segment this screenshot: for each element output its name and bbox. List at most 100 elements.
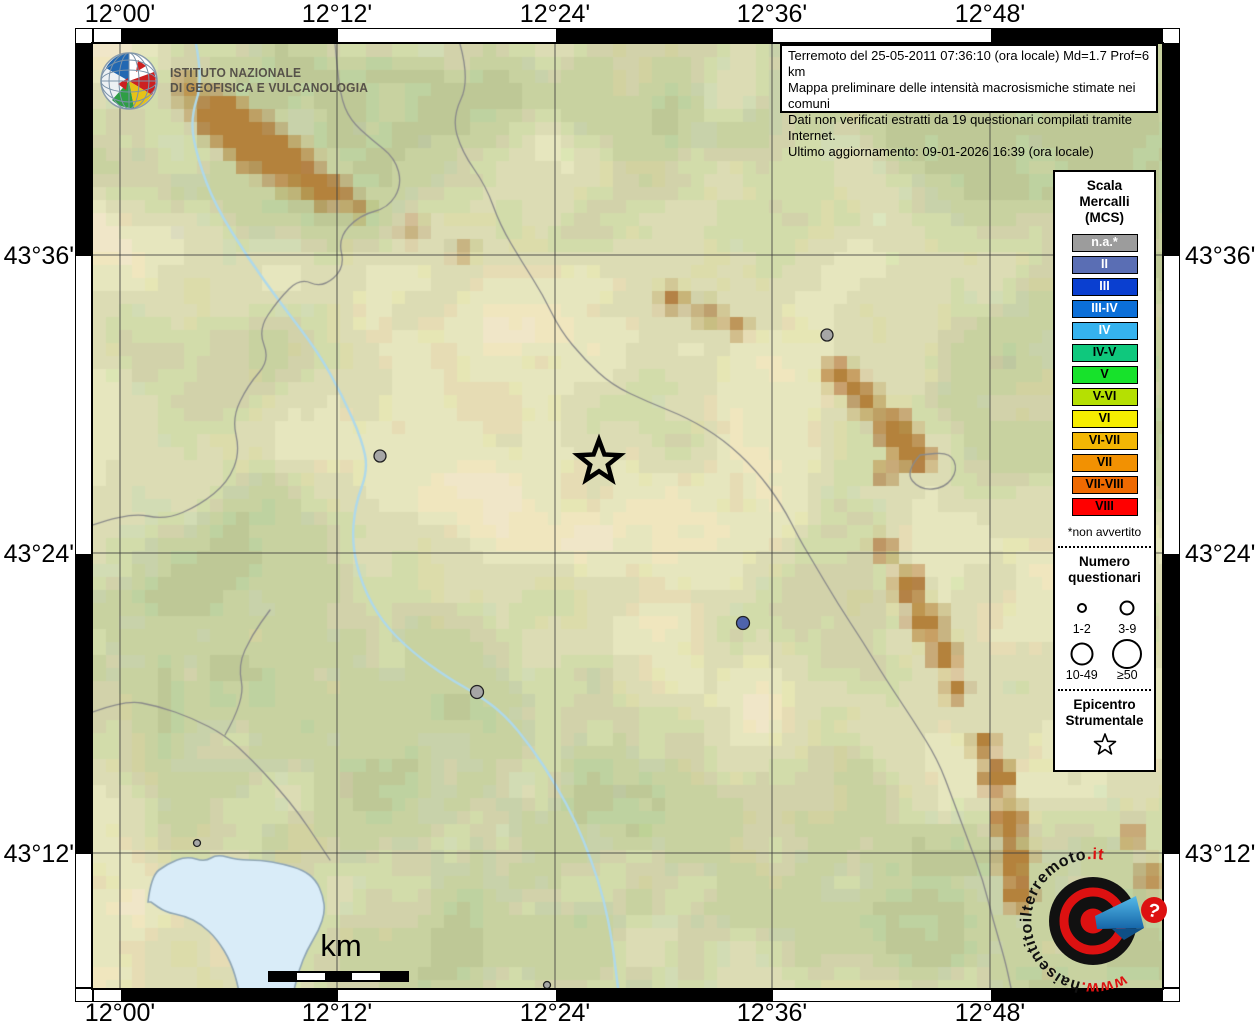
frame-segment	[1163, 45, 1179, 256]
scalebar	[268, 971, 409, 982]
frame-segment	[991, 989, 1161, 1001]
legend-title-line3: (MCS)	[1085, 210, 1124, 225]
observation-marker-n.a.	[820, 328, 834, 342]
scalebar-segment	[270, 973, 298, 980]
frame-segment	[76, 554, 92, 854]
axis-label-right-1: 43°36'	[1185, 242, 1256, 270]
legend-intensity-III-IV: III-IV	[1071, 300, 1138, 318]
scalebar-segment	[297, 973, 325, 980]
axis-label-top-1: 12°00'	[84, 0, 156, 28]
axis-label-bottom-4: 12°36'	[736, 999, 808, 1027]
ingv-line2: DI GEOFISICA E VULCANOLOGIA	[170, 81, 369, 95]
frame-corner-bl	[75, 988, 93, 1002]
axis-label-bottom-5: 12°48'	[954, 999, 1026, 1027]
legend-intensity-VII-VIII: VII-VIII	[1071, 476, 1138, 494]
questionnaire-size-3-9: 3-9	[1105, 592, 1151, 636]
questionnaire-size-10-49: 10-49	[1059, 638, 1105, 682]
axis-label-right-2: 43°24'	[1185, 540, 1256, 568]
haisentitoilterremoto-logo: ? www.haisentitoilterremoto.it	[1018, 846, 1167, 996]
questionnaire-circle-icon	[1119, 600, 1135, 616]
epicenter-star	[572, 433, 626, 486]
axis-label-right-3: 43°12'	[1185, 840, 1256, 868]
watermark-www: www.	[1079, 971, 1130, 996]
observation-marker-n.a.	[542, 980, 552, 988]
question-mark: ?	[1145, 900, 1161, 923]
frame-segment	[76, 45, 92, 256]
terrain-raster	[93, 44, 1162, 988]
megaphone-icon	[1095, 896, 1144, 929]
legend-intensity-VI-VII: VI-VII	[1071, 432, 1138, 450]
epicenter-star-icon	[1093, 733, 1116, 755]
frame-segment	[1163, 854, 1179, 987]
scalebar-end-label: 10	[381, 985, 431, 988]
scalebar-segment	[352, 973, 380, 980]
legend-separator-2	[1058, 689, 1151, 691]
info-line-event: Terremoto del 25-05-2011 07:36:10 (ora l…	[788, 48, 1150, 79]
axis-label-bottom-1: 12°00'	[84, 999, 156, 1027]
legend-intensity-II: II	[1071, 256, 1138, 274]
questionnaires-title-line1: Numero	[1078, 554, 1130, 569]
questionnaire-size-label: 3-9	[1118, 622, 1137, 636]
axis-label-bottom-2: 12°12'	[301, 999, 373, 1027]
info-line-data: Dati non verificati estratti da 19 quest…	[788, 112, 1132, 143]
frame-segment	[338, 989, 556, 1001]
info-line-map: Mappa preliminare delle intensità macros…	[788, 80, 1136, 111]
questionnaire-sizes: 1-2 3-9 10-49 ≥50	[1055, 592, 1154, 682]
legend-title-line2: Mercalli	[1079, 194, 1130, 209]
axis-label-top-5: 12°48'	[954, 0, 1026, 28]
scalebar-unit-label: km	[320, 928, 362, 963]
legend-intensity-III: III	[1071, 278, 1138, 296]
frame-segment	[1163, 554, 1179, 854]
questionnaire-circle-icon	[1070, 642, 1094, 666]
questionnaire-size-label: 10-49	[1065, 668, 1098, 682]
mcs-scale-swatches: n.a.* II III III-IV IV IV-V V V-VI VI VI-VII VII VI…	[1055, 234, 1154, 516]
legend-intensity-IV: IV	[1071, 322, 1138, 340]
frame-segment	[94, 29, 121, 43]
epicenter-title-line1: Epicentro	[1073, 697, 1136, 712]
questionnaire-size-1-2: 1-2	[1059, 592, 1105, 636]
frame-corner-br	[1162, 988, 1180, 1002]
legend-intensity-VIII: VIII	[1071, 498, 1138, 516]
frame-segment	[121, 989, 338, 1001]
frame-segment	[94, 989, 121, 1001]
ingv-logo: ISTITUTO NAZIONALE DI GEOFISICA E VULCAN…	[98, 46, 428, 116]
questionnaire-size-label: ≥50	[1116, 668, 1138, 682]
frame-segment	[556, 989, 773, 1001]
legend-intensity-V-VI: V-VI	[1071, 388, 1138, 406]
relief-map: ISTITUTO NAZIONALE DI GEOFISICA E VULCAN…	[91, 42, 1164, 990]
frame-strip-left	[75, 44, 93, 988]
frame-segment	[991, 29, 1161, 43]
frame-segment	[76, 854, 92, 987]
frame-segment	[1163, 256, 1179, 554]
legend-title-line1: Scala	[1086, 178, 1123, 193]
axis-label-top-4: 12°36'	[736, 0, 808, 28]
frame-corner-tr	[1162, 28, 1180, 44]
ingv-line1: ISTITUTO NAZIONALE	[170, 66, 302, 80]
questionnaire-size-≥50: ≥50	[1105, 638, 1151, 682]
frame-corner-tl	[75, 28, 93, 44]
legend-intensity-V: V	[1071, 366, 1138, 384]
questionnaire-size-label: 1-2	[1072, 622, 1091, 636]
megaphone-fin	[1112, 928, 1144, 940]
questionnaires-title-line2: questionari	[1068, 570, 1141, 585]
epicenter-title-line2: Strumentale	[1065, 713, 1144, 728]
observation-marker-n.a.	[373, 449, 387, 463]
frame-segment	[338, 29, 556, 43]
frame-segment	[773, 989, 991, 1001]
question-badge	[1141, 897, 1167, 923]
legend-intensity-IV-V: IV-V	[1071, 344, 1138, 362]
axis-label-left-2: 43°24'	[3, 540, 74, 568]
frame-segment	[76, 256, 92, 554]
scalebar-segment	[324, 973, 353, 980]
scalebar-start-label: 0	[253, 985, 293, 988]
axis-label-bottom-3: 12°24'	[519, 999, 591, 1027]
axis-label-top-3: 12°24'	[519, 0, 591, 28]
legend-intensity-n.a.*: n.a.*	[1071, 234, 1138, 252]
legend-footnote: *non avvertito	[1067, 525, 1142, 539]
frame-segment	[556, 29, 773, 43]
legend-separator	[1058, 546, 1151, 548]
ingv-logo-text: ISTITUTO NAZIONALE DI GEOFISICA E VULCAN…	[170, 66, 368, 96]
ingv-globe-icon	[100, 52, 158, 110]
frame-segment	[773, 29, 991, 43]
axis-label-top-2: 12°12'	[301, 0, 373, 28]
